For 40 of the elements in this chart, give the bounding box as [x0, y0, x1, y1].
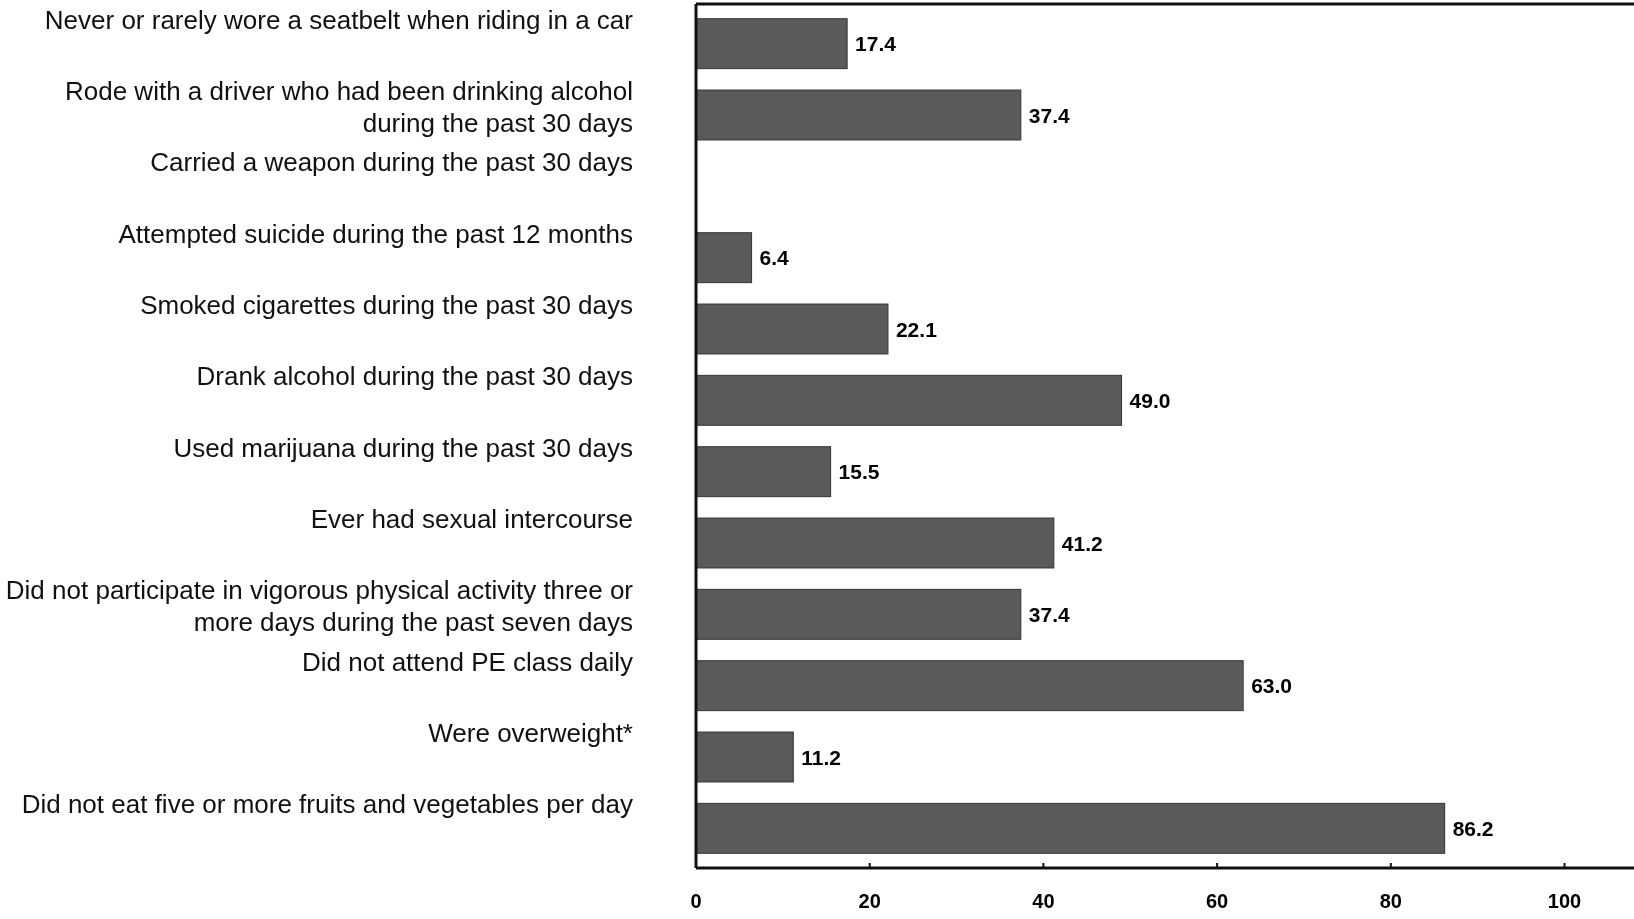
data-label: 11.2: [801, 745, 841, 769]
bar: [695, 303, 889, 355]
data-label: 37.4: [1028, 103, 1071, 127]
bar: [695, 588, 1022, 640]
data-label: 6.4: [759, 246, 790, 270]
bar: [695, 517, 1055, 569]
y-tick-label: Did not participate in vigorous physical activity three or more days during the past seven days: [5, 575, 634, 638]
bar: [695, 660, 1244, 712]
x-tick-label: 20: [858, 890, 881, 912]
y-tick-label: Ever had sexual intercourse: [310, 504, 633, 534]
data-label: 37.4: [1028, 602, 1071, 626]
bar: [695, 89, 1022, 141]
y-tick-label: Never or rarely wore a seatbelt when riding in a car: [44, 4, 634, 35]
bar: [695, 18, 848, 70]
y-tick-label: Smoked cigarettes during the past 30 days: [140, 290, 633, 320]
bar: [695, 374, 1123, 426]
data-label: 15.5: [838, 460, 880, 484]
bar: [695, 446, 832, 498]
y-tick-label: Attempted suicide during the past 12 months: [118, 218, 633, 249]
y-tick-label: Did not attend PE class daily: [302, 646, 633, 677]
y-tick-label: Drank alcohol during the past 30 days: [196, 361, 633, 392]
data-label: 17.4: [855, 32, 897, 56]
x-tick-label: 60: [1205, 890, 1229, 912]
data-label: 63.0: [1251, 674, 1293, 698]
y-tick-label: Were overweight*: [428, 718, 633, 748]
data-label: 86.2: [1452, 816, 1494, 840]
data-label: 41.2: [1061, 531, 1103, 555]
x-tick-label: 80: [1379, 890, 1402, 912]
x-tick-label: 100: [1547, 890, 1582, 912]
y-tick-label: Carried a weapon during the past 30 days: [150, 147, 633, 178]
data-label: 49.0: [1129, 388, 1171, 412]
y-tick-label: Used marijuana during the past 30 days: [173, 432, 633, 463]
bar: [695, 802, 1446, 854]
data-label: 22.1: [895, 317, 938, 341]
bar: [695, 232, 753, 284]
x-tick-label: 40: [1032, 890, 1055, 912]
bar: [695, 731, 794, 783]
y-tick-label: Rode with a driver who had been drinking alcohol during the past 30 days: [64, 76, 633, 138]
x-tick-label: 0: [690, 890, 702, 912]
y-tick-label: Did not eat five or more fruits and vegetables per day: [21, 789, 633, 820]
